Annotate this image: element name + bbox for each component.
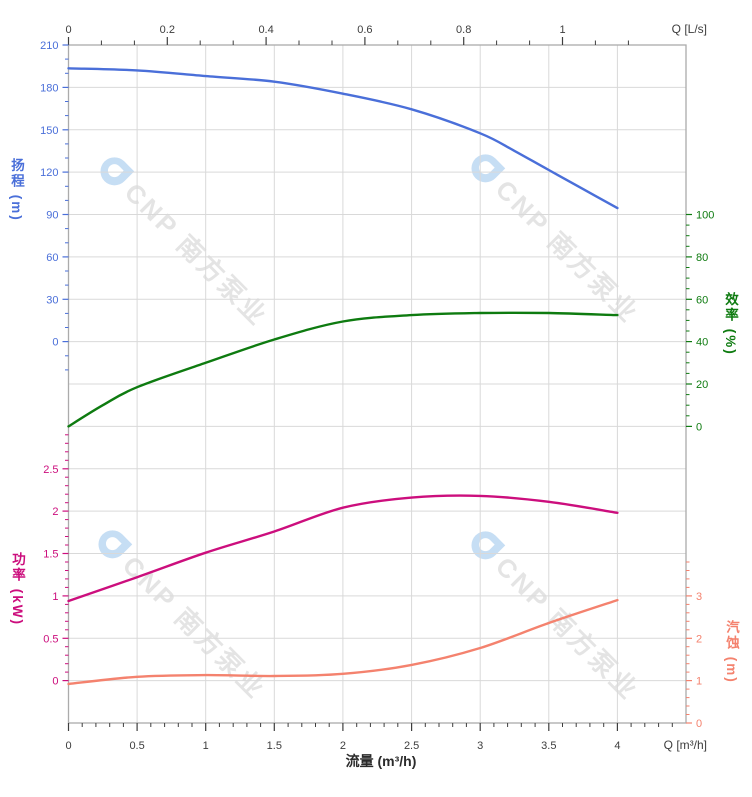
tick-label-head: 30 <box>46 294 58 306</box>
tick-label-npsh: 3 <box>696 591 702 603</box>
tick-label-head: 120 <box>40 167 58 179</box>
power-axis-title: 功率 (kW) <box>10 552 25 626</box>
tick-label-head: 150 <box>40 125 58 137</box>
curve-npsh <box>67 598 619 686</box>
tick-label-flow-bottom: 1 <box>203 740 209 752</box>
tick-label-efficiency: 40 <box>696 337 708 349</box>
tick-label-flow-bottom: 2 <box>340 740 346 752</box>
tick-label-head: 180 <box>40 82 58 94</box>
head-axis-title: 扬程 (m) <box>9 158 24 222</box>
tick-label-power: 2 <box>52 506 58 518</box>
tick-label-flow-bottom: 4 <box>614 740 620 752</box>
tick-label-flow-top: 0.4 <box>258 24 273 36</box>
tick-label-npsh: 2 <box>696 633 702 645</box>
tick-label-power: 2.5 <box>43 464 58 476</box>
tick-label-flow-top: 0.6 <box>357 24 372 36</box>
tick-label-power: 1 <box>52 591 58 603</box>
tick-label-flow-bottom: 3 <box>477 740 483 752</box>
tick-label-npsh: 0 <box>696 718 702 730</box>
tick-label-flow-bottom: 2.5 <box>404 740 419 752</box>
tick-label-npsh: 1 <box>696 676 702 688</box>
curve-head <box>67 67 619 210</box>
tick-label-flow-top: 0.2 <box>160 24 175 36</box>
npsh-axis-title: 汽蚀 (m) <box>724 620 739 684</box>
tick-label-head: 0 <box>52 337 58 349</box>
tick-label-efficiency: 0 <box>696 421 702 433</box>
tick-label-power: 0.5 <box>43 633 58 645</box>
tick-label-head: 90 <box>46 210 58 222</box>
top-axis-unit-label: Q [L/s] <box>672 22 707 36</box>
tick-label-flow-bottom: 3.5 <box>541 740 556 752</box>
curve-power <box>67 494 619 603</box>
tick-label-flow-bottom: 1.5 <box>267 740 282 752</box>
flow-axis-title: 流量 (m³/h) <box>346 753 417 769</box>
tick-label-head: 60 <box>46 252 58 264</box>
efficiency-axis-title: 效率 (%) <box>723 292 738 356</box>
tick-label-efficiency: 100 <box>696 210 714 222</box>
tick-label-flow-bottom: 0 <box>65 740 71 752</box>
tick-label-flow-top: 0.8 <box>456 24 471 36</box>
curve-efficiency <box>67 311 619 428</box>
tick-label-efficiency: 20 <box>696 379 708 391</box>
bottom-axis-unit-label: Q [m³/h] <box>664 738 707 752</box>
tick-label-efficiency: 60 <box>696 294 708 306</box>
tick-label-flow-top: 1 <box>559 24 565 36</box>
tick-label-efficiency: 80 <box>696 252 708 264</box>
tick-label-power: 0 <box>52 676 58 688</box>
tick-label-flow-bottom: 0.5 <box>129 740 144 752</box>
tick-label-head: 210 <box>40 40 58 52</box>
tick-label-flow-top: 0 <box>65 24 71 36</box>
tick-label-power: 1.5 <box>43 549 58 561</box>
